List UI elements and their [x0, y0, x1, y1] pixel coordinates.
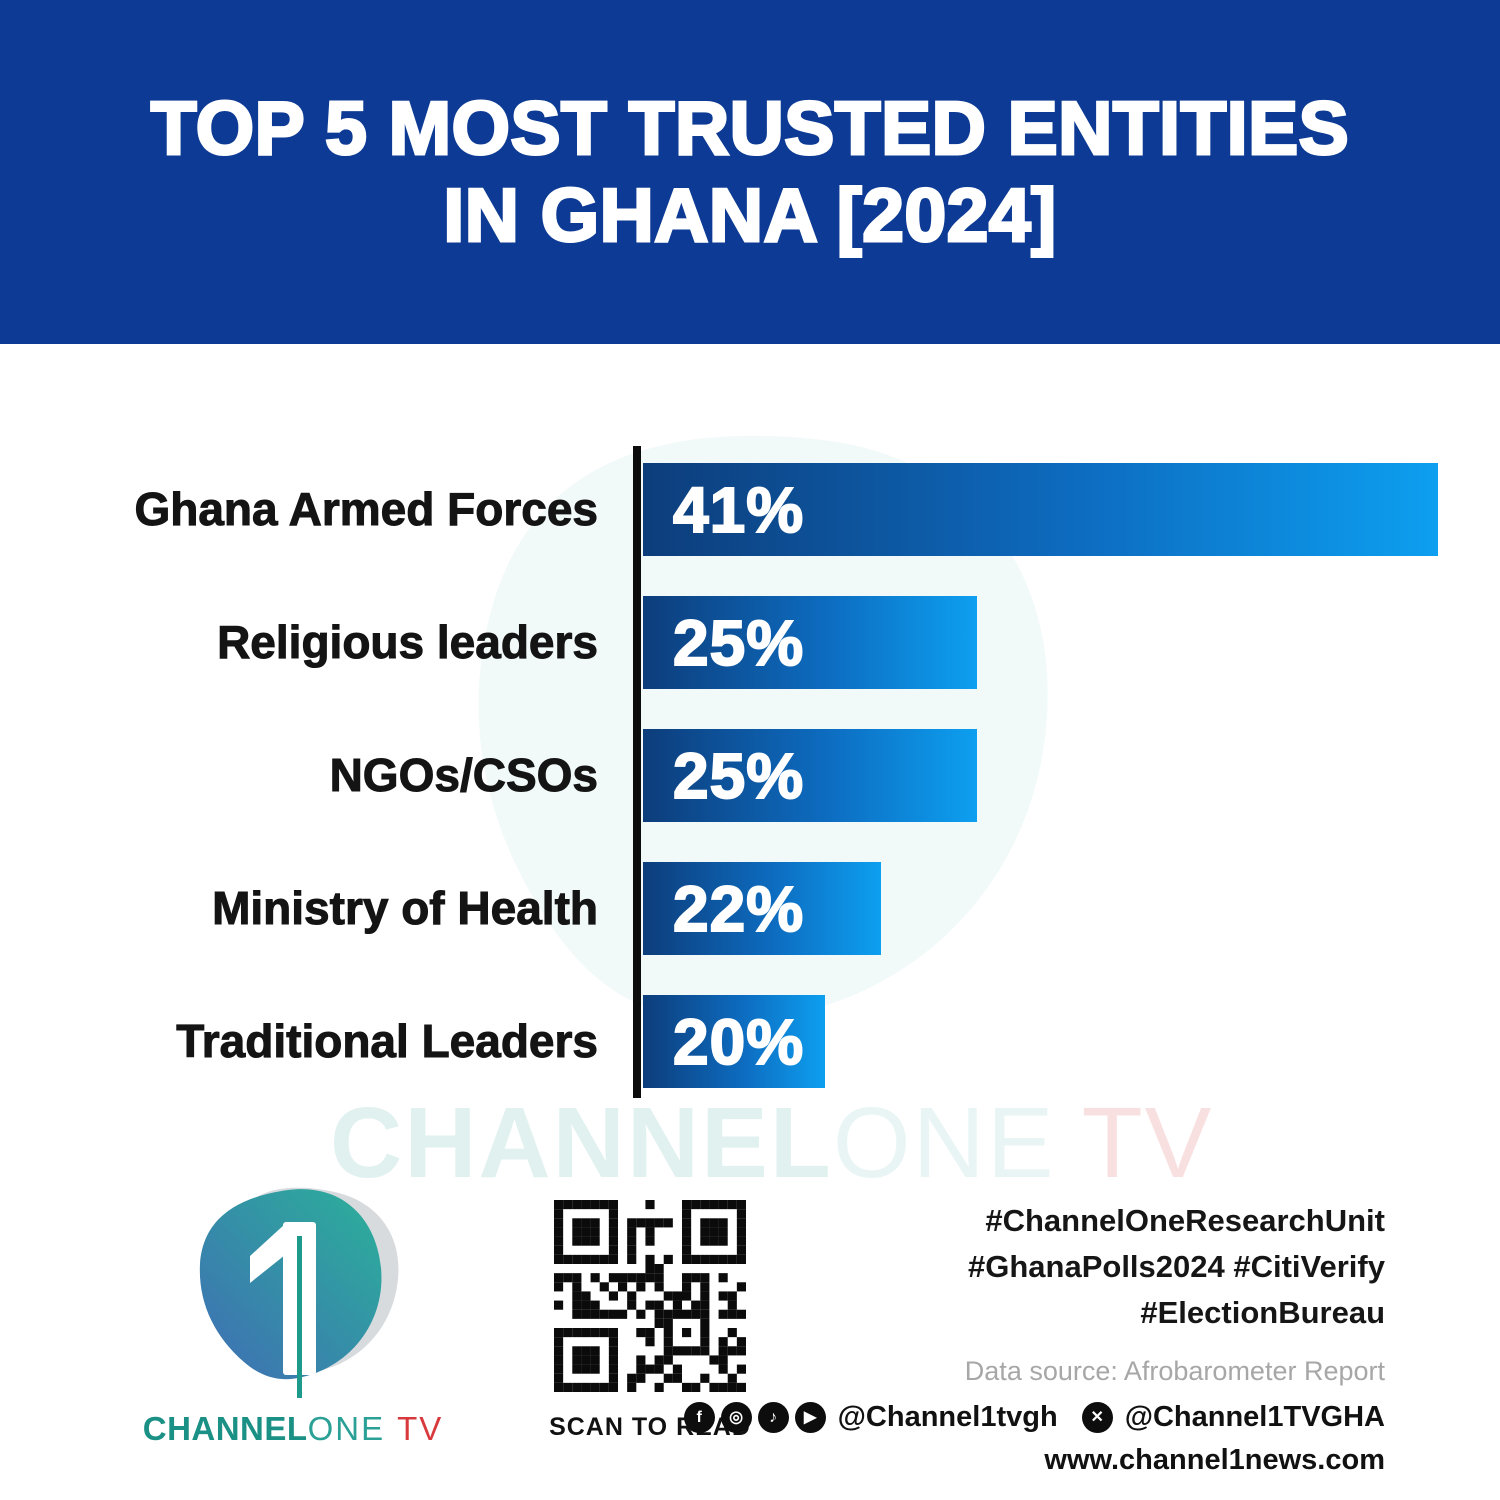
category-label: Religious leaders [217, 616, 599, 668]
tiktok-icon[interactable]: ♪ [757, 1402, 789, 1433]
chart-bar: 22% [643, 862, 881, 955]
category-label: NGOs/CSOs [329, 749, 598, 801]
watermark-shield-icon [478, 435, 1048, 1021]
bar-value-label: 41% [672, 473, 805, 547]
logo-wordmark-one: ONE [307, 1410, 386, 1447]
bar-value-label: 25% [672, 606, 805, 680]
hashtag-line: #ChannelOneResearchUnit [985, 1203, 1385, 1238]
logo-block: CHANNELONE TV [138, 1178, 448, 1448]
category-label: Ministry of Health [212, 882, 599, 934]
website-link[interactable]: www.channel1news.com [1044, 1444, 1385, 1476]
watermark-text: CHANNELONE TV [330, 1086, 1213, 1201]
watermark-one: ONE [832, 1087, 1056, 1199]
watermark-channel: CHANNEL [330, 1087, 833, 1199]
social-handle-main[interactable]: @Channel1tvgh [837, 1401, 1058, 1433]
hashtags: #ChannelOneResearchUnit #GhanaPolls2024 #… [684, 1198, 1385, 1336]
page-title-line1: TOP 5 MOST TRUSTED ENTITIES [149, 85, 1350, 172]
category-label: Ghana Armed Forces [134, 483, 599, 535]
page-title-line2: IN GHANA [2024] [442, 172, 1058, 259]
social-handle-x[interactable]: @Channel1TVGHA [1124, 1401, 1385, 1433]
logo-wordmark: CHANNELONE TV [138, 1410, 448, 1448]
facebook-icon[interactable]: f [683, 1402, 715, 1433]
bar-value-label: 22% [672, 872, 805, 946]
chart-bar: 20% [643, 995, 825, 1088]
chart-axis [633, 446, 641, 1098]
x-icon[interactable]: ✕ [1081, 1402, 1113, 1433]
hashtag-line: #GhanaPolls2024 #CitiVerify [968, 1249, 1385, 1284]
watermark-tv: TV [1081, 1087, 1214, 1199]
instagram-icon[interactable]: ◎ [720, 1402, 752, 1433]
category-label: Traditional Leaders [176, 1015, 599, 1067]
channel-one-logo-icon [199, 1187, 399, 1398]
qr-code [554, 1200, 746, 1392]
bar-value-label: 20% [672, 1005, 805, 1079]
chart-bar: 41% [643, 463, 1438, 556]
footer-info: #ChannelOneResearchUnit #GhanaPolls2024 #… [683, 1198, 1385, 1477]
chart-bar: 25% [643, 729, 977, 822]
chart-bar: 25% [643, 596, 977, 689]
logo-wordmark-tv: TV [397, 1410, 444, 1447]
social-row: f ◎ ♪ ▶ @Channel1tvgh ✕ @Channel1TVGHA [683, 1401, 1385, 1434]
qr-block: SCAN TO READ [545, 1200, 755, 1442]
youtube-icon[interactable]: ▶ [794, 1402, 826, 1433]
hashtag-line: #ElectionBureau [1140, 1295, 1385, 1330]
data-source: Data source: Afrobarometer Report [964, 1356, 1385, 1386]
qr-label: SCAN TO READ [549, 1413, 751, 1441]
header-banner: TOP 5 MOST TRUSTED ENTITIES IN GHANA [20… [0, 0, 1500, 344]
bar-value-label: 25% [672, 739, 805, 813]
logo-wordmark-channel: CHANNEL [142, 1410, 308, 1447]
